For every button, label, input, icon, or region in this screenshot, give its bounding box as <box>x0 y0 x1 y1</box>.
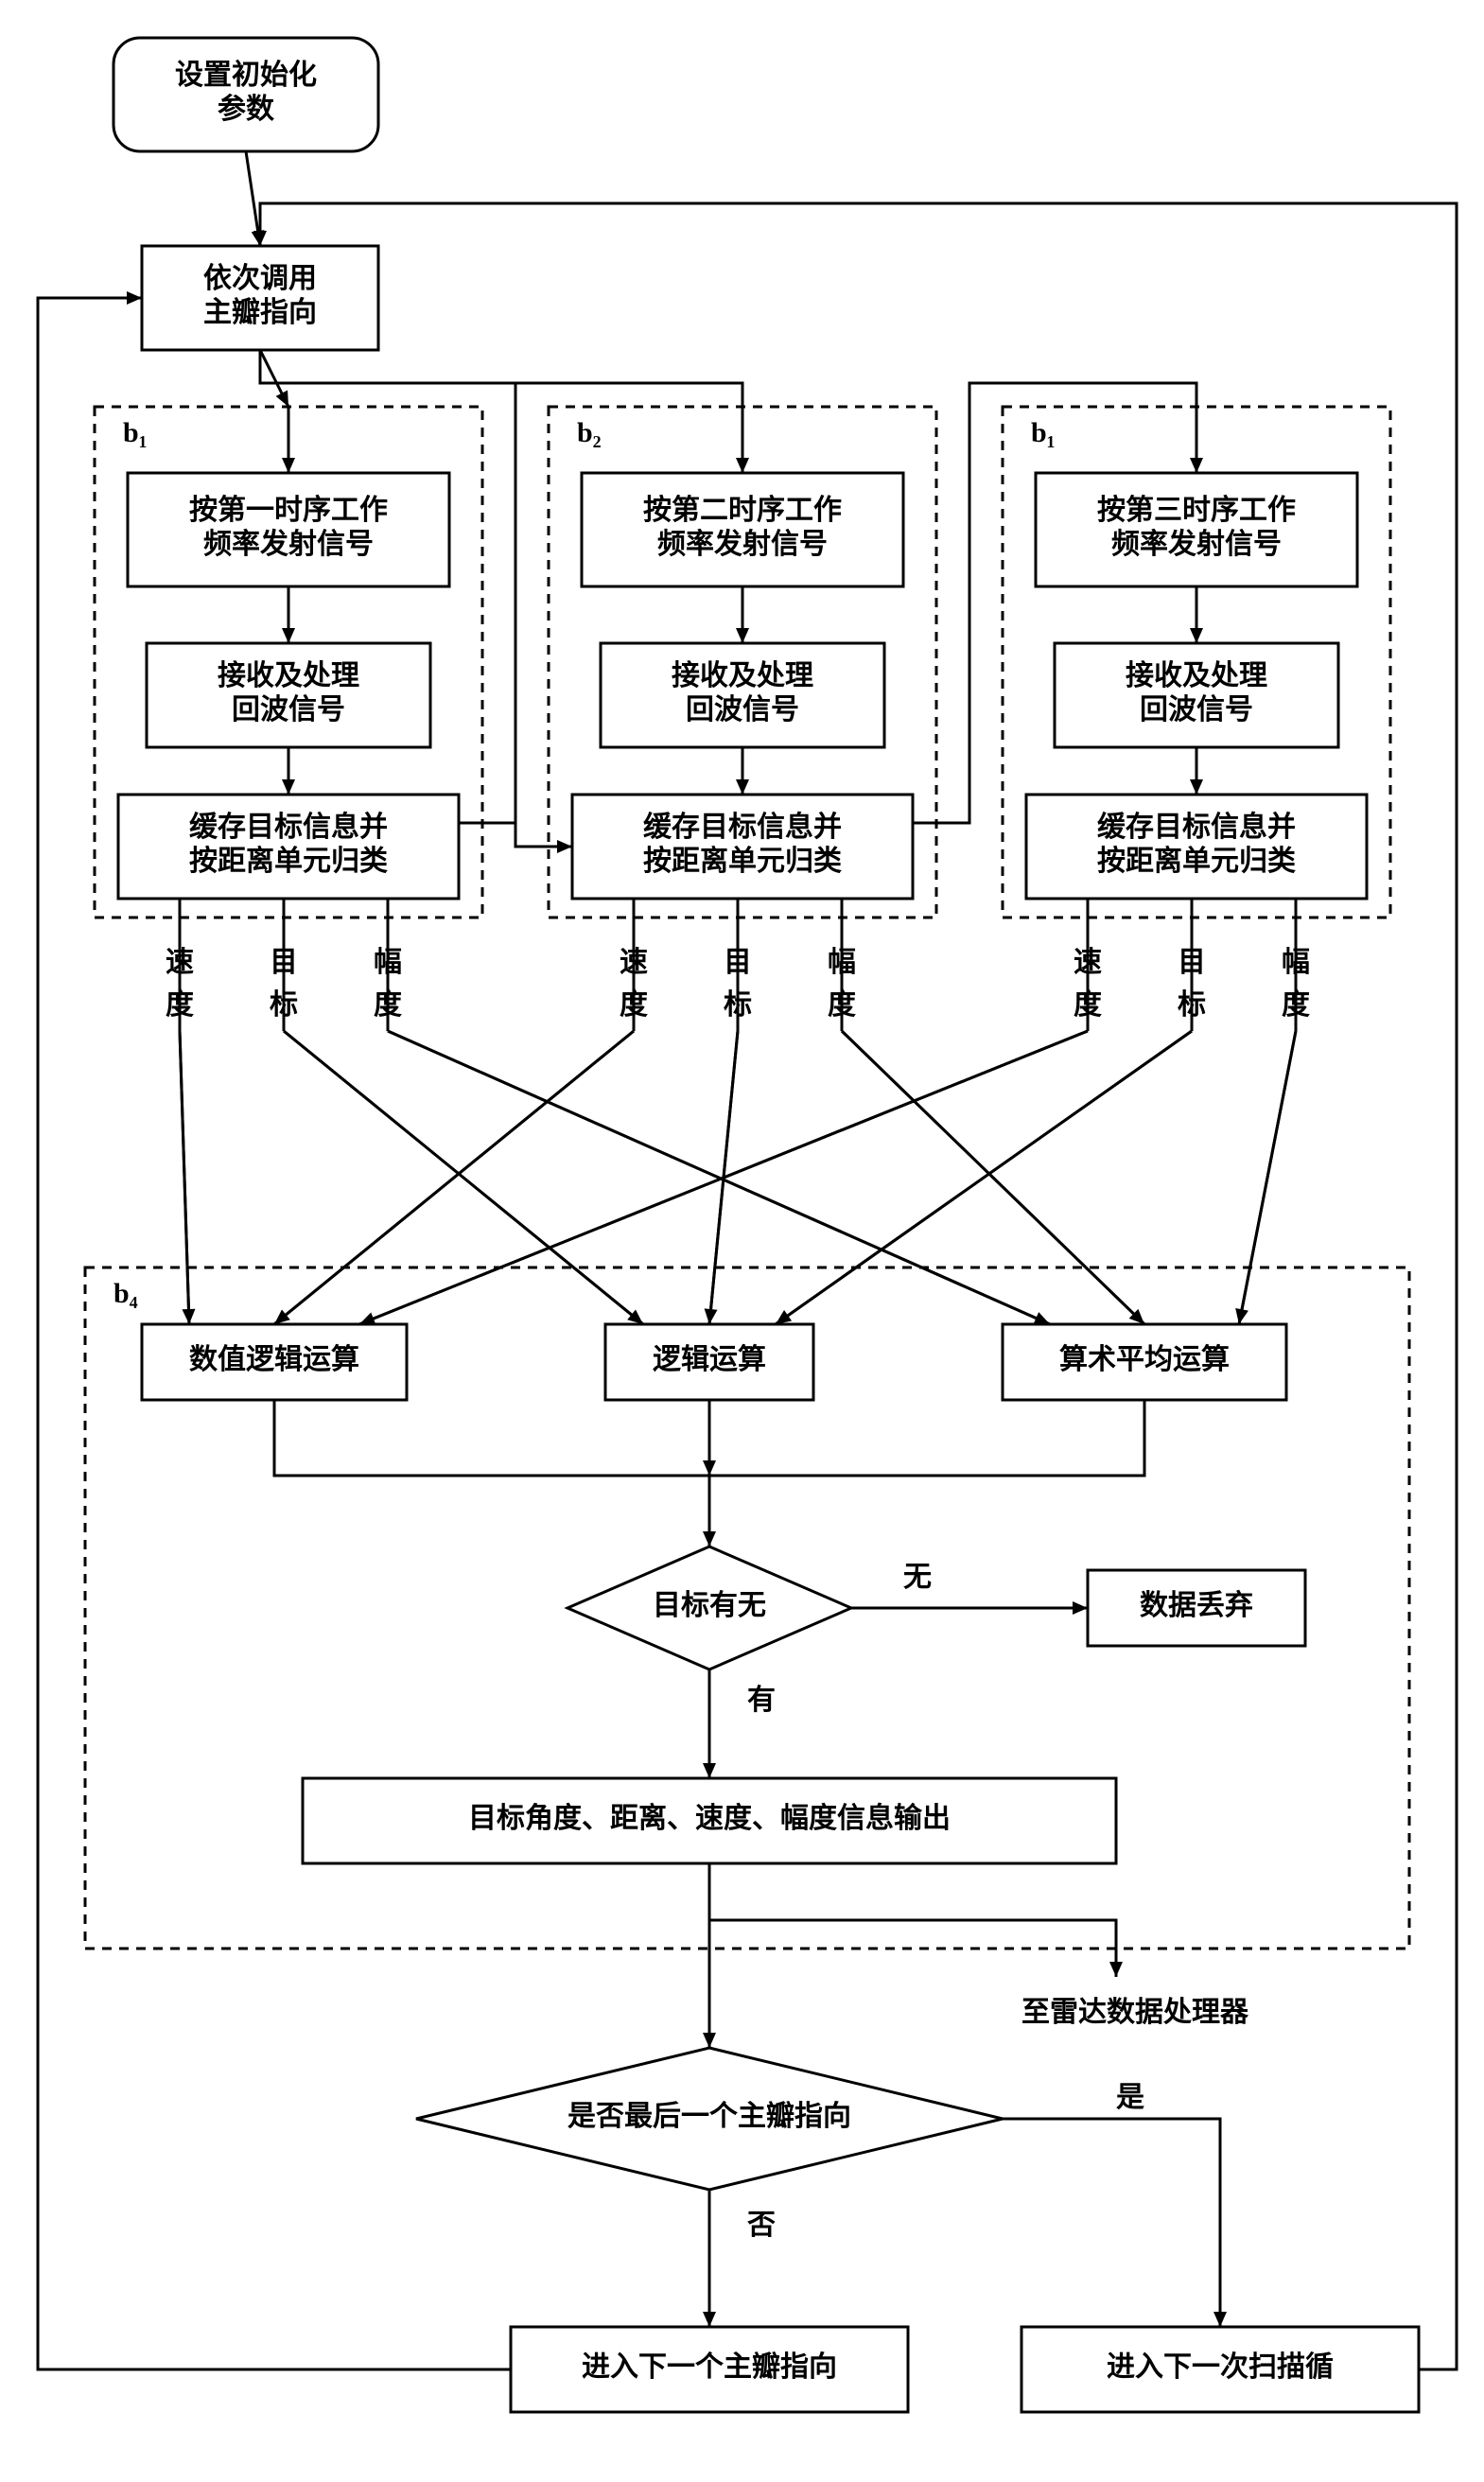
svg-text:主瓣指向: 主瓣指向 <box>203 297 317 328</box>
svg-text:b₄: b₄ <box>113 1278 138 1309</box>
svg-text:参数: 参数 <box>218 94 275 125</box>
svg-text:缓存目标信息并: 缓存目标信息并 <box>643 811 842 843</box>
svg-text:b₂: b₂ <box>577 417 602 448</box>
svg-text:目标有无: 目标有无 <box>653 1590 766 1621</box>
svg-text:算术平均运算: 算术平均运算 <box>1059 1343 1230 1375</box>
svg-text:目标角度、距离、速度、幅度信息输出: 目标角度、距离、速度、幅度信息输出 <box>468 1802 951 1834</box>
svg-text:有: 有 <box>747 1685 776 1716</box>
svg-text:按距离单元归类: 按距离单元归类 <box>643 846 842 877</box>
svg-text:按第二时序工作: 按第二时序工作 <box>643 494 842 526</box>
svg-text:按距离单元归类: 按距离单元归类 <box>189 846 388 877</box>
svg-text:按第三时序工作: 按第三时序工作 <box>1097 494 1296 526</box>
svg-text:进入下一个主瓣指向: 进入下一个主瓣指向 <box>582 2351 837 2383</box>
svg-text:频率发射信号: 频率发射信号 <box>203 529 374 560</box>
svg-text:依次调用: 依次调用 <box>203 263 317 294</box>
svg-text:接收及处理: 接收及处理 <box>1126 660 1267 691</box>
svg-text:缓存目标信息并: 缓存目标信息并 <box>1097 811 1296 843</box>
svg-text:是: 是 <box>1116 2082 1144 2113</box>
svg-text:否: 否 <box>747 2210 776 2241</box>
svg-text:回波信号: 回波信号 <box>686 694 799 725</box>
svg-text:回波信号: 回波信号 <box>1140 694 1253 725</box>
svg-text:接收及处理: 接收及处理 <box>218 660 359 691</box>
svg-text:按距离单元归类: 按距离单元归类 <box>1097 846 1296 877</box>
svg-text:频率发射信号: 频率发射信号 <box>657 529 828 560</box>
svg-text:回波信号: 回波信号 <box>232 694 345 725</box>
svg-text:接收及处理: 接收及处理 <box>672 660 813 691</box>
svg-text:频率发射信号: 频率发射信号 <box>1111 529 1282 560</box>
svg-text:数值逻辑运算: 数值逻辑运算 <box>189 1343 359 1375</box>
svg-text:设置初始化: 设置初始化 <box>175 60 317 91</box>
svg-text:按第一时序工作: 按第一时序工作 <box>189 494 388 526</box>
svg-text:进入下一次扫描循: 进入下一次扫描循 <box>1107 2351 1334 2383</box>
svg-text:缓存目标信息并: 缓存目标信息并 <box>189 811 388 843</box>
svg-text:b₁: b₁ <box>123 417 148 448</box>
svg-text:b₁: b₁ <box>1031 417 1056 448</box>
svg-text:是否最后一个主瓣指向: 是否最后一个主瓣指向 <box>567 2101 851 2132</box>
svg-text:至雷达数据处理器: 至雷达数据处理器 <box>1021 1997 1249 2028</box>
svg-text:数据丢弃: 数据丢弃 <box>1140 1589 1253 1621</box>
svg-text:无: 无 <box>903 1562 932 1593</box>
svg-text:逻辑运算: 逻辑运算 <box>653 1343 766 1375</box>
